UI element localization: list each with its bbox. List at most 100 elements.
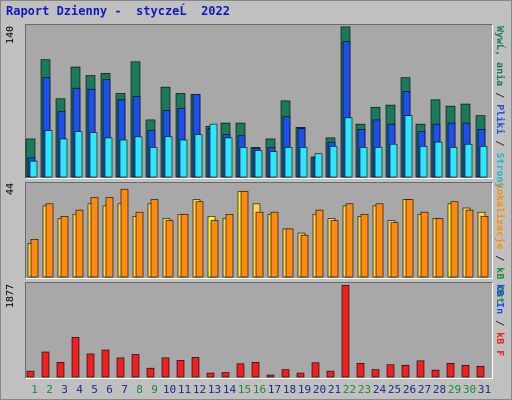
bar-kbout-day-11 <box>180 213 189 278</box>
bar-files-day-3 <box>59 138 68 178</box>
day-label-12: 12 <box>192 383 207 396</box>
bar-kbout-day-4 <box>75 209 84 278</box>
day-label-16: 16 <box>252 383 267 396</box>
day-label-27: 27 <box>417 383 432 396</box>
day-label-21: 21 <box>327 383 342 396</box>
legend-visits: WywĹ‚ ania <box>494 26 505 87</box>
bar-kbout-day-23 <box>360 213 369 278</box>
bar-kb-day-10 <box>161 357 170 378</box>
bar-kb-day-20 <box>311 362 320 378</box>
day-label-2: 2 <box>46 383 53 396</box>
legend-sites: Lokalizacje <box>494 183 505 250</box>
bar-files-day-30 <box>464 143 473 178</box>
legend-kbout: kB Out <box>494 267 505 304</box>
bar-kbout-day-5 <box>90 197 99 278</box>
bar-files-day-26 <box>404 115 413 178</box>
bar-kb-day-1 <box>26 370 35 378</box>
bar-files-day-24 <box>374 147 383 178</box>
bar-kbout-day-30 <box>465 209 474 278</box>
bar-files-day-12 <box>194 134 203 178</box>
bar-files-day-5 <box>89 132 98 178</box>
day-label-14: 14 <box>222 383 237 396</box>
bar-kbout-day-25 <box>390 222 399 278</box>
day-label-19: 19 <box>297 383 312 396</box>
bar-files-day-25 <box>389 143 398 178</box>
day-label-1: 1 <box>31 383 38 396</box>
bar-kbout-day-7 <box>120 188 129 278</box>
bar-kbout-day-19 <box>300 234 309 278</box>
bar-files-day-16 <box>254 150 263 178</box>
bar-kb-day-19 <box>296 372 305 378</box>
bar-kbout-day-10 <box>165 220 174 278</box>
bar-kbout-day-3 <box>60 216 69 278</box>
bar-kb-day-17 <box>266 374 275 378</box>
bar-kb-day-23 <box>356 362 365 378</box>
legend-sep: / <box>494 249 505 268</box>
bar-files-day-9 <box>149 147 158 178</box>
bar-kbout-day-27 <box>420 211 429 278</box>
bar-kb-day-16 <box>251 361 260 378</box>
legend-top: WywĹ‚ ania / Pliki / Strony <box>494 26 505 189</box>
bar-files-day-17 <box>269 151 278 178</box>
bar-kbout-day-22 <box>345 203 354 278</box>
day-label-7: 7 <box>121 383 128 396</box>
bar-files-day-21 <box>329 146 338 178</box>
bar-kb-day-3 <box>56 361 65 378</box>
legend-kbf: kB F <box>494 332 505 357</box>
day-label-26: 26 <box>402 383 417 396</box>
bar-kbout-day-1 <box>30 239 39 278</box>
bar-kbout-day-8 <box>135 211 144 278</box>
bar-kb-day-25 <box>386 364 395 378</box>
day-label-22: 22 <box>342 383 357 396</box>
legend-kbin: kB In <box>494 284 505 315</box>
bar-files-day-1 <box>29 160 38 178</box>
bar-files-day-22 <box>344 117 353 178</box>
bar-files-day-15 <box>239 147 248 178</box>
day-label-24: 24 <box>372 383 387 396</box>
bar-kbout-day-6 <box>105 197 114 278</box>
bar-kb-day-27 <box>416 360 425 378</box>
day-label-31: 31 <box>477 383 492 396</box>
day-label-18: 18 <box>282 383 297 396</box>
legend-mid: Lokalizacje / kB Out <box>494 183 505 303</box>
bar-kbout-day-26 <box>405 199 414 278</box>
day-label-20: 20 <box>312 383 327 396</box>
bar-files-day-13 <box>209 123 218 178</box>
bar-kb-day-21 <box>326 370 335 378</box>
day-label-6: 6 <box>106 383 113 396</box>
bar-files-day-14 <box>224 137 233 178</box>
legend-sep: / <box>494 314 505 333</box>
bar-kbout-day-31 <box>480 216 489 278</box>
day-label-11: 11 <box>177 383 192 396</box>
bar-kbout-day-24 <box>375 203 384 278</box>
bar-kbout-day-12 <box>195 201 204 278</box>
bar-files-day-20 <box>314 153 323 178</box>
day-label-8: 8 <box>136 383 143 396</box>
bar-kb-day-28 <box>431 369 440 378</box>
bar-kbout-day-29 <box>450 201 459 278</box>
bar-kb-day-4 <box>71 336 80 378</box>
day-label-9: 9 <box>151 383 158 396</box>
bar-kbout-day-14 <box>225 213 234 278</box>
bar-kb-day-15 <box>236 363 245 378</box>
bar-kbout-day-21 <box>330 220 339 278</box>
bar-files-day-27 <box>419 146 428 178</box>
day-label-30: 30 <box>462 383 477 396</box>
bar-files-day-29 <box>449 147 458 178</box>
bar-kbout-day-16 <box>255 211 264 278</box>
day-label-4: 4 <box>76 383 83 396</box>
bar-kb-day-8 <box>131 354 140 378</box>
day-label-25: 25 <box>387 383 402 396</box>
day-label-5: 5 <box>91 383 98 396</box>
bar-kbout-day-20 <box>315 209 324 278</box>
bar-kb-day-6 <box>101 349 110 378</box>
bar-kb-day-7 <box>116 357 125 378</box>
legend-sep: / <box>494 134 505 153</box>
day-label-10: 10 <box>162 383 177 396</box>
bar-files-day-4 <box>74 131 83 178</box>
bar-files-day-6 <box>104 137 113 178</box>
legend-sep: / <box>494 86 505 105</box>
bar-files-day-10 <box>164 136 173 178</box>
